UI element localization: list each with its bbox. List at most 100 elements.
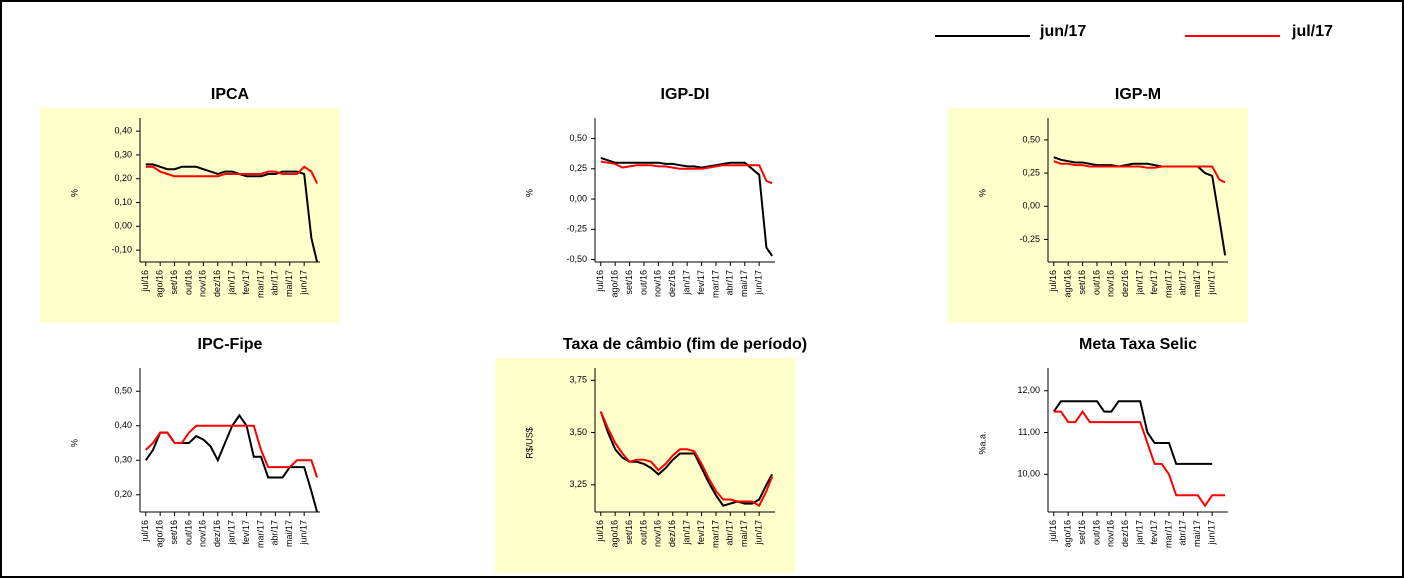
x-tick-label: dez/16 [212, 270, 222, 297]
x-tick-label: out/16 [638, 270, 648, 295]
y-tick-label: 0,25 [569, 163, 587, 173]
x-tick-label: mai/17 [284, 270, 294, 297]
y-tick-label: 3,75 [569, 375, 587, 385]
x-tick-label: out/16 [1091, 520, 1101, 545]
x-tick-label: nov/16 [1106, 520, 1116, 547]
series-line [1053, 409, 1226, 508]
x-tick-label: nov/16 [653, 520, 663, 547]
y-tick-label: 0,10 [114, 197, 132, 207]
y-tick-label: 10,00 [1017, 469, 1040, 479]
x-tick-label: set/16 [624, 520, 634, 545]
y-axis-label: % [69, 189, 79, 197]
x-tick-label: fev/17 [241, 520, 251, 545]
panel-background [495, 108, 795, 323]
x-tick-label: ago/16 [155, 270, 165, 298]
x-tick-label: mai/17 [739, 520, 749, 547]
x-tick-label: abr/17 [725, 520, 735, 546]
series-line [1053, 160, 1226, 184]
x-tick-label: mar/17 [710, 520, 720, 548]
panel-background [40, 358, 340, 573]
x-tick-label: jun/17 [754, 520, 764, 546]
x-tick-label: out/16 [638, 520, 648, 545]
x-tick-label: jun/17 [1207, 520, 1217, 546]
chart-title: Meta Taxa Selic [1079, 336, 1197, 353]
y-axis-label: R$/US$ [524, 427, 534, 459]
x-tick-label: abr/17 [725, 270, 735, 296]
x-tick-label: mai/17 [284, 520, 294, 547]
y-axis-label: % [524, 189, 534, 197]
x-tick-label: jun/17 [754, 270, 764, 296]
x-tick-label: mar/17 [1163, 520, 1173, 548]
x-tick-label: out/16 [1091, 270, 1101, 295]
x-tick-label: jan/17 [682, 520, 692, 546]
y-tick-label: 0,50 [1022, 134, 1040, 144]
x-tick-label: mai/17 [739, 270, 749, 297]
x-tick-label: nov/16 [1106, 270, 1116, 297]
panel-background [40, 108, 340, 323]
x-tick-label: set/16 [1077, 270, 1087, 295]
x-tick-label: mai/17 [1192, 270, 1202, 297]
x-tick-label: mar/17 [1163, 270, 1173, 298]
y-tick-label: 0,20 [114, 173, 132, 183]
x-tick-label: jun/17 [1207, 270, 1217, 296]
x-tick-label: jun/17 [299, 520, 309, 546]
x-tick-label: jan/17 [1135, 520, 1145, 546]
y-axis-label: % [977, 189, 987, 197]
x-tick-label: jul/16 [1048, 270, 1058, 293]
chart-title: IPC-Fipe [198, 336, 263, 353]
x-tick-label: jan/17 [1135, 270, 1145, 296]
x-tick-label: dez/16 [667, 520, 677, 547]
x-tick-label: jul/16 [595, 520, 605, 543]
chart-title: IGP-M [1115, 86, 1161, 103]
y-tick-label: 3,50 [569, 427, 587, 437]
x-tick-label: jul/16 [140, 270, 150, 293]
y-tick-label: -0,25 [566, 224, 587, 234]
x-tick-label: out/16 [183, 270, 193, 295]
series-line [599, 411, 774, 508]
x-tick-label: dez/16 [667, 270, 677, 297]
x-tick-label: mar/17 [255, 520, 265, 548]
y-tick-label: -0,10 [111, 244, 132, 254]
x-tick-label: ago/16 [610, 270, 620, 298]
y-tick-label: 0,20 [114, 489, 132, 499]
x-tick-label: ago/16 [1063, 270, 1073, 298]
legend-label: jun/17 [1039, 23, 1086, 40]
panel-background [948, 108, 1248, 323]
series-line [600, 160, 773, 185]
x-tick-label: jul/16 [140, 520, 150, 543]
y-tick-label: 12,00 [1017, 385, 1040, 395]
series-line [145, 424, 319, 478]
y-tick-label: 11,00 [1018, 427, 1040, 437]
x-tick-label: fev/17 [696, 270, 706, 295]
y-tick-label: 0,00 [114, 221, 132, 231]
x-tick-label: nov/16 [198, 270, 208, 297]
y-tick-label: 0,30 [114, 149, 132, 159]
x-tick-label: out/16 [183, 520, 193, 545]
legend-label: jul/17 [1291, 23, 1333, 40]
x-tick-label: nov/16 [653, 270, 663, 297]
y-tick-label: 3,25 [569, 479, 587, 489]
x-tick-label: abr/17 [1178, 520, 1188, 546]
series-line [145, 163, 319, 263]
x-tick-label: nov/16 [198, 520, 208, 547]
panel-background [948, 358, 1248, 573]
y-axis-label: %a.a. [977, 431, 987, 454]
x-tick-label: fev/17 [1149, 270, 1159, 295]
series-line [1052, 400, 1213, 465]
chart-title: IGP-DI [661, 86, 710, 103]
x-tick-label: set/16 [169, 270, 179, 295]
x-tick-label: jun/17 [299, 270, 309, 296]
x-tick-label: jul/16 [1048, 520, 1058, 543]
y-tick-label: -0,25 [1019, 234, 1040, 244]
y-tick-label: 0,30 [114, 455, 132, 465]
x-tick-label: dez/16 [1120, 270, 1130, 297]
x-tick-label: fev/17 [241, 270, 251, 295]
y-tick-label: 0,25 [1022, 167, 1040, 177]
y-axis-label: % [69, 439, 79, 447]
x-tick-label: ago/16 [610, 520, 620, 548]
x-tick-label: abr/17 [1178, 270, 1188, 296]
x-tick-label: jan/17 [227, 520, 237, 546]
x-tick-label: mai/17 [1192, 520, 1202, 547]
x-tick-label: jul/16 [595, 270, 605, 293]
